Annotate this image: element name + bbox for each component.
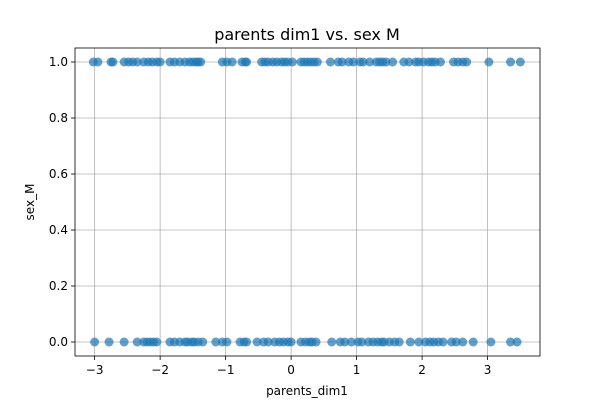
scatter-point [119, 337, 129, 347]
scatter-point [211, 337, 221, 347]
x-axis-label: parents_dim1 [266, 384, 348, 398]
x-tick-label: 3 [484, 363, 492, 377]
scatter-point [462, 57, 472, 67]
scatter-point [348, 57, 358, 67]
scatter-point [311, 337, 321, 347]
scatter-point [108, 57, 118, 67]
scatter-point [286, 337, 296, 347]
y-tick-label: 0.0 [49, 335, 68, 349]
scatter-point [132, 337, 142, 347]
scatter-point [196, 57, 206, 67]
scatter-point [325, 57, 335, 67]
scatter-point [435, 57, 445, 67]
y-tick-label: 0.2 [49, 279, 68, 293]
scatter-point [104, 337, 114, 347]
y-tick-label: 0.8 [49, 111, 68, 125]
x-tick-label: −1 [217, 363, 235, 377]
x-tick-label: −3 [86, 363, 104, 377]
scatter-point [337, 57, 347, 67]
scatter-point [358, 57, 368, 67]
x-tick-label: 2 [418, 363, 426, 377]
scatter-point [252, 337, 262, 347]
scatter-point [405, 337, 415, 347]
scatter-point [506, 337, 516, 347]
scatter-point [346, 337, 356, 347]
scatter-point [340, 337, 350, 347]
scatter-point [132, 57, 142, 67]
scatter-point [468, 337, 478, 347]
scatter-point [381, 57, 391, 67]
x-tick-label: −2 [151, 363, 169, 377]
scatter-point [394, 337, 404, 347]
scatter-point [515, 57, 525, 67]
y-tick-label: 0.4 [49, 223, 68, 237]
scatter-point [414, 337, 424, 347]
scatter-point [388, 57, 398, 67]
scatter-point [198, 337, 208, 347]
scatter-point [263, 337, 273, 347]
scatter-point [365, 57, 375, 67]
scatter-point [512, 337, 522, 347]
y-axis-label: sex_M [23, 184, 37, 221]
y-tick-label: 1.0 [49, 55, 68, 69]
y-tick-label: 0.6 [49, 167, 68, 181]
scatter-point [242, 337, 252, 347]
points-layer [88, 57, 525, 347]
x-tick-label: 1 [353, 363, 361, 377]
scatter-point [152, 337, 162, 347]
scatter-point [155, 57, 165, 67]
plot-area-frame [74, 47, 541, 357]
scatter-point [486, 337, 496, 347]
scatter-point [287, 57, 297, 67]
scatter-point [451, 337, 461, 347]
chart-title: parents dim1 vs. sex M [214, 25, 400, 44]
scatter-point [312, 57, 322, 67]
scatter-point [357, 337, 367, 347]
scatter-point [90, 337, 100, 347]
scatter-point [242, 57, 252, 67]
scatter-point [458, 337, 468, 347]
scatter-point [327, 337, 337, 347]
scatter-point [404, 57, 414, 67]
scatter-point [93, 57, 103, 67]
ticks-layer: −3 −2 −1 0 1 2 3 0.0 0.2 0.4 0.6 0.8 1.0 [49, 55, 492, 377]
scatter-point [222, 337, 232, 347]
scatter-point [438, 337, 448, 347]
scatter-point [506, 57, 516, 67]
grid-layer [75, 48, 540, 356]
scatter-point [484, 57, 494, 67]
x-tick-label: 0 [287, 363, 295, 377]
scatter-point [227, 57, 237, 67]
